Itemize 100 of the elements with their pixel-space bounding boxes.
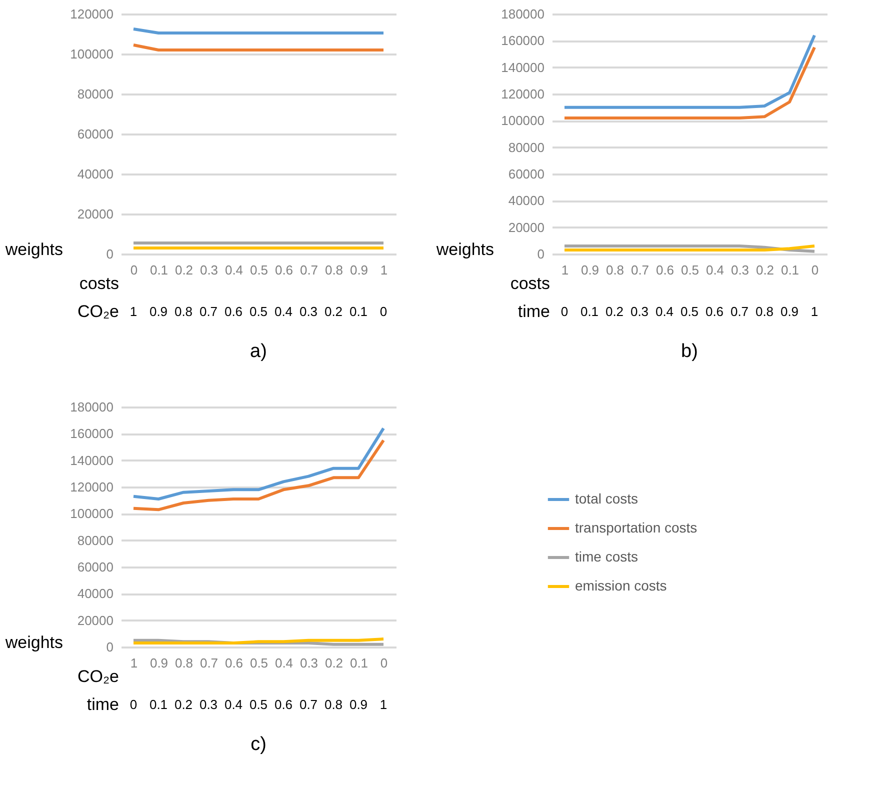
- text: weights: [4, 633, 63, 652]
- text: 0.7: [299, 697, 318, 712]
- y-tick-label: 40000: [508, 193, 544, 208]
- x-tick-label: 0.2: [174, 262, 194, 278]
- text: 0.4: [224, 697, 243, 712]
- text: 0.3: [199, 697, 218, 712]
- x-tick-label: 0: [811, 262, 819, 278]
- x-tick-label: 0: [380, 656, 388, 670]
- x-tick-label: 0.4: [706, 262, 724, 278]
- y-tick-label: 0: [106, 640, 114, 654]
- text: 0.1: [580, 304, 599, 319]
- x-tick-label: 0.9: [350, 262, 368, 278]
- y-tick-label: 0: [106, 246, 114, 262]
- x-tick-label: 0.1: [780, 262, 800, 278]
- x-tick-label: 0: [130, 262, 138, 278]
- x-tick-label: 0.4: [274, 656, 294, 670]
- x-axis-title: costs: [79, 274, 119, 293]
- x-tick-label: 0.7: [200, 656, 218, 670]
- text: 0.8: [755, 304, 774, 319]
- x-tick-label: 0.8: [174, 656, 194, 670]
- text: 0: [380, 304, 388, 319]
- x-tick-label: 0.6: [656, 262, 674, 278]
- text: 0.1: [149, 697, 168, 712]
- text: 0: [560, 304, 568, 319]
- text: weights: [435, 240, 494, 259]
- x-tick-label: 0.7: [630, 262, 650, 278]
- x-tick-label: 1: [561, 262, 569, 278]
- x-tick-label: 0.2: [756, 262, 774, 278]
- x-tick-label: 0.2: [324, 656, 344, 670]
- y-tick-label: 60000: [77, 126, 114, 142]
- text: 0.8: [324, 697, 343, 712]
- text: 1: [810, 304, 818, 319]
- y-tick-label: 160000: [501, 33, 544, 48]
- x-tick-label: 1: [130, 656, 138, 670]
- legend-label: time costs: [575, 548, 638, 564]
- x-tick-label: 0.3: [300, 656, 318, 670]
- x-tick-label: 0.5: [250, 656, 268, 670]
- x-tick-label: 0.9: [580, 262, 600, 278]
- y-tick-label: 120000: [501, 86, 544, 102]
- y-tick-label: 60000: [508, 166, 544, 182]
- x-tick-label: 0.7: [300, 262, 318, 278]
- y-tick-label: 140000: [70, 452, 114, 468]
- y-tick-label: 120000: [70, 480, 114, 494]
- y-tick-label: 60000: [77, 560, 114, 574]
- x-tick-label: 0.8: [606, 262, 624, 278]
- legend-label: transportation costs: [575, 520, 698, 536]
- text: 0.2: [324, 304, 343, 319]
- text: 0.3: [630, 304, 649, 319]
- line-series: [132, 438, 385, 512]
- text: 0.5: [680, 304, 699, 319]
- y-tick-label: 0: [537, 246, 544, 262]
- text: 0.2: [174, 697, 193, 712]
- legend-label: total costs: [575, 490, 638, 506]
- y-tick-label: 180000: [501, 6, 544, 22]
- y-tick-label: 80000: [77, 532, 114, 548]
- text: a): [250, 341, 267, 362]
- text: 1: [130, 304, 138, 319]
- x-tick-label: 0.6: [224, 656, 244, 670]
- text: 0.8: [174, 304, 193, 319]
- text: time: [86, 695, 119, 714]
- x-tick-label: 0.3: [200, 262, 218, 278]
- text: 0.5: [249, 304, 268, 319]
- y-tick-label: 20000: [508, 220, 544, 235]
- y-tick-label: 100000: [501, 113, 544, 128]
- x-tick-label: 0.4: [224, 262, 244, 278]
- y-tick-label: 80000: [508, 140, 544, 155]
- text: time: [518, 302, 550, 321]
- x-tick-label: 1: [380, 262, 388, 278]
- text: 0.7: [199, 304, 218, 319]
- x-tick-label: 0.3: [730, 262, 750, 278]
- text: 0.1: [349, 304, 368, 319]
- y-tick-label: 80000: [77, 86, 114, 102]
- line-series: [563, 46, 816, 120]
- x-tick-label: 0.6: [274, 262, 294, 278]
- y-tick-label: 20000: [77, 612, 114, 628]
- y-tick-label: 180000: [70, 400, 114, 414]
- x-tick-label: 0.1: [150, 262, 168, 278]
- text: 0.6: [705, 304, 724, 319]
- y-tick-label: 20000: [77, 206, 114, 222]
- x-axis-title: CO₂e: [77, 667, 119, 686]
- text: b): [681, 341, 698, 362]
- text: 0.5: [249, 697, 268, 712]
- text: 0.9: [349, 697, 368, 712]
- y-tick-label: 120000: [70, 6, 114, 22]
- x-tick-label: 0.1: [350, 656, 368, 670]
- y-tick-label: 100000: [70, 506, 114, 522]
- x-tick-label: 0.5: [250, 262, 268, 278]
- text: 0.6: [274, 697, 293, 712]
- text: 0.9: [149, 304, 168, 319]
- x-tick-label: 0.8: [324, 262, 344, 278]
- x-tick-label: 0.5: [680, 262, 700, 278]
- text: CO₂e: [77, 302, 119, 321]
- text: 0.4: [274, 304, 293, 319]
- y-tick-label: 140000: [501, 60, 544, 75]
- text: 1: [380, 697, 388, 712]
- text: 0.9: [780, 304, 799, 319]
- text: 0.2: [605, 304, 624, 319]
- y-tick-label: 40000: [77, 586, 114, 602]
- line-series: [132, 426, 385, 500]
- x-axis-title: costs: [510, 274, 550, 293]
